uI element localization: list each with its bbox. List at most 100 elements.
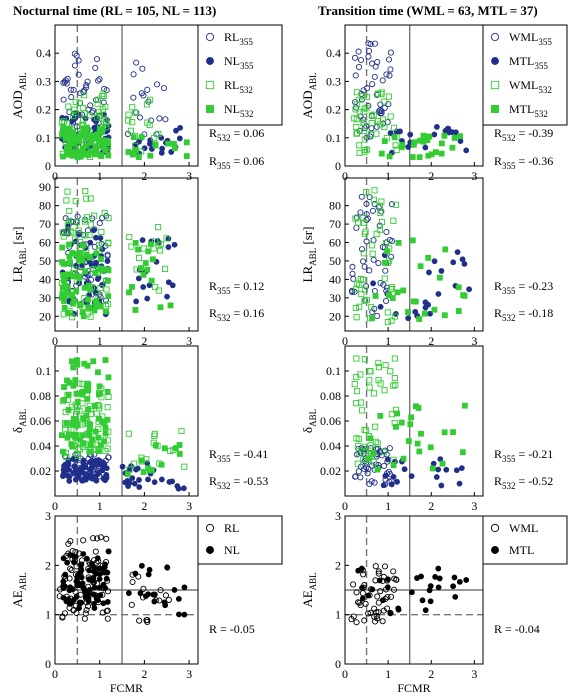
data-point-filled-square bbox=[71, 297, 78, 304]
panel-aod-col1: 0 0.1 0.2 0.3 0.4 0 1 2 3 AODABL WML355 MTL355 WML53… bbox=[300, 24, 568, 183]
data-point-open-square bbox=[351, 115, 358, 122]
data-point-open-circle bbox=[160, 85, 167, 92]
data-point-filled-circle bbox=[173, 127, 179, 134]
data-point-filled-circle bbox=[435, 584, 442, 591]
data-point-open-square bbox=[69, 314, 76, 321]
y-tick-label: 0.02 bbox=[320, 464, 341, 478]
data-point-open-circle bbox=[380, 462, 388, 469]
data-point-open-square bbox=[77, 238, 84, 246]
data-point-open-square bbox=[369, 250, 376, 257]
data-point-filled-square bbox=[62, 125, 68, 132]
data-point-open-square bbox=[391, 374, 398, 382]
data-point-filled-square bbox=[150, 256, 156, 263]
data-point-filled-circle bbox=[96, 565, 102, 572]
data-point-filled-square bbox=[367, 435, 374, 442]
y-axis-label: AODABL bbox=[10, 72, 28, 118]
data-point-filled-circle bbox=[91, 600, 97, 607]
correlation-annotation: R532 = -0.39 bbox=[494, 126, 553, 143]
data-point-open-square bbox=[181, 463, 188, 470]
data-point-filled-square bbox=[96, 391, 102, 398]
data-point-open-circle bbox=[365, 610, 372, 617]
data-point-filled-circle bbox=[134, 465, 141, 472]
data-point-open-square bbox=[369, 242, 376, 249]
data-point-filled-circle bbox=[457, 138, 464, 145]
y-tick-label: 30 bbox=[329, 291, 341, 305]
data-point-open-square bbox=[205, 80, 215, 90]
data-point-filled-circle bbox=[161, 599, 168, 606]
data-point-filled-square bbox=[84, 396, 91, 402]
data-point-filled-square bbox=[105, 277, 111, 284]
y-tick-label: 2 bbox=[335, 558, 341, 572]
data-point-filled-square bbox=[70, 273, 77, 280]
data-point-filled-square bbox=[92, 269, 99, 276]
data-point-filled-circle bbox=[60, 555, 67, 562]
data-point-open-circle bbox=[104, 588, 112, 595]
data-point-filled-square bbox=[176, 450, 183, 457]
data-point-open-square bbox=[96, 112, 103, 119]
y-tick-label: 20 bbox=[39, 309, 51, 323]
data-point-filled-circle bbox=[438, 268, 445, 274]
data-point-filled-square bbox=[96, 383, 103, 390]
data-point-open-circle bbox=[84, 78, 91, 85]
data-point-filled-square bbox=[79, 391, 86, 398]
data-point-open-square bbox=[375, 90, 382, 97]
data-point-open-square bbox=[490, 80, 500, 90]
correlation-annotation: R355 = -0.21 bbox=[494, 447, 553, 464]
data-point-filled-circle bbox=[384, 584, 391, 591]
data-point-filled-circle bbox=[206, 546, 214, 554]
data-point-filled-circle bbox=[177, 124, 184, 131]
data-point-filled-circle bbox=[176, 135, 183, 142]
y-tick-label: 80 bbox=[329, 199, 341, 213]
data-point-filled-circle bbox=[454, 249, 461, 256]
data-point-filled-square bbox=[372, 293, 379, 299]
data-point-filled-circle bbox=[88, 475, 95, 482]
data-point-open-square bbox=[78, 262, 85, 269]
data-point-filled-circle bbox=[436, 575, 443, 582]
data-point-filled-square bbox=[391, 134, 398, 141]
data-point-open-square bbox=[83, 214, 90, 221]
data-point-filled-circle bbox=[369, 586, 376, 593]
y-tick-label: 0.06 bbox=[30, 414, 51, 428]
data-point-filled-circle bbox=[405, 315, 412, 322]
data-point-open-square bbox=[83, 195, 90, 202]
data-point-open-circle bbox=[361, 263, 368, 270]
data-point-filled-square bbox=[93, 144, 100, 151]
data-point-open-circle bbox=[390, 586, 398, 593]
data-point-filled-circle bbox=[103, 575, 110, 582]
data-point-open-square bbox=[378, 218, 386, 226]
data-point-filled-circle bbox=[90, 591, 97, 598]
data-point-open-circle bbox=[162, 592, 169, 599]
data-point-filled-circle bbox=[78, 582, 85, 589]
data-point-open-circle bbox=[361, 458, 368, 465]
x-tick-label: 2 bbox=[141, 169, 147, 183]
data-point-filled-square bbox=[59, 130, 65, 137]
data-point-open-square bbox=[86, 112, 93, 119]
data-point-filled-circle bbox=[150, 591, 157, 598]
data-point-filled-square bbox=[99, 137, 106, 144]
data-point-filled-square bbox=[87, 441, 94, 448]
data-point-filled-square bbox=[69, 443, 76, 450]
data-point-filled-square bbox=[183, 139, 190, 146]
x-tick-label: 1 bbox=[97, 334, 103, 348]
x-tick-label: 1 bbox=[97, 499, 103, 513]
data-point-filled-square bbox=[441, 429, 448, 436]
data-point-filled-square bbox=[138, 457, 145, 464]
data-point-filled-square bbox=[105, 152, 112, 159]
data-point-filled-square bbox=[70, 382, 77, 389]
data-point-filled-square bbox=[414, 440, 421, 447]
data-point-filled-square bbox=[408, 414, 414, 421]
x-tick-label: 3 bbox=[471, 169, 477, 183]
y-tick-label: 70 bbox=[329, 217, 341, 231]
data-point-open-circle bbox=[350, 581, 357, 588]
data-point-filled-square bbox=[377, 413, 384, 419]
data-point-open-circle bbox=[379, 618, 386, 625]
data-point-filled-square bbox=[85, 387, 92, 394]
x-tick-label: 2 bbox=[428, 499, 434, 513]
data-point-open-circle bbox=[165, 596, 172, 603]
data-point-filled-square bbox=[131, 149, 138, 156]
legend-entry-label: MTL bbox=[509, 543, 534, 557]
data-point-open-square bbox=[370, 390, 377, 397]
data-point-open-circle bbox=[60, 96, 67, 103]
data-point-open-circle bbox=[382, 267, 389, 274]
data-point-open-circle bbox=[154, 81, 161, 88]
